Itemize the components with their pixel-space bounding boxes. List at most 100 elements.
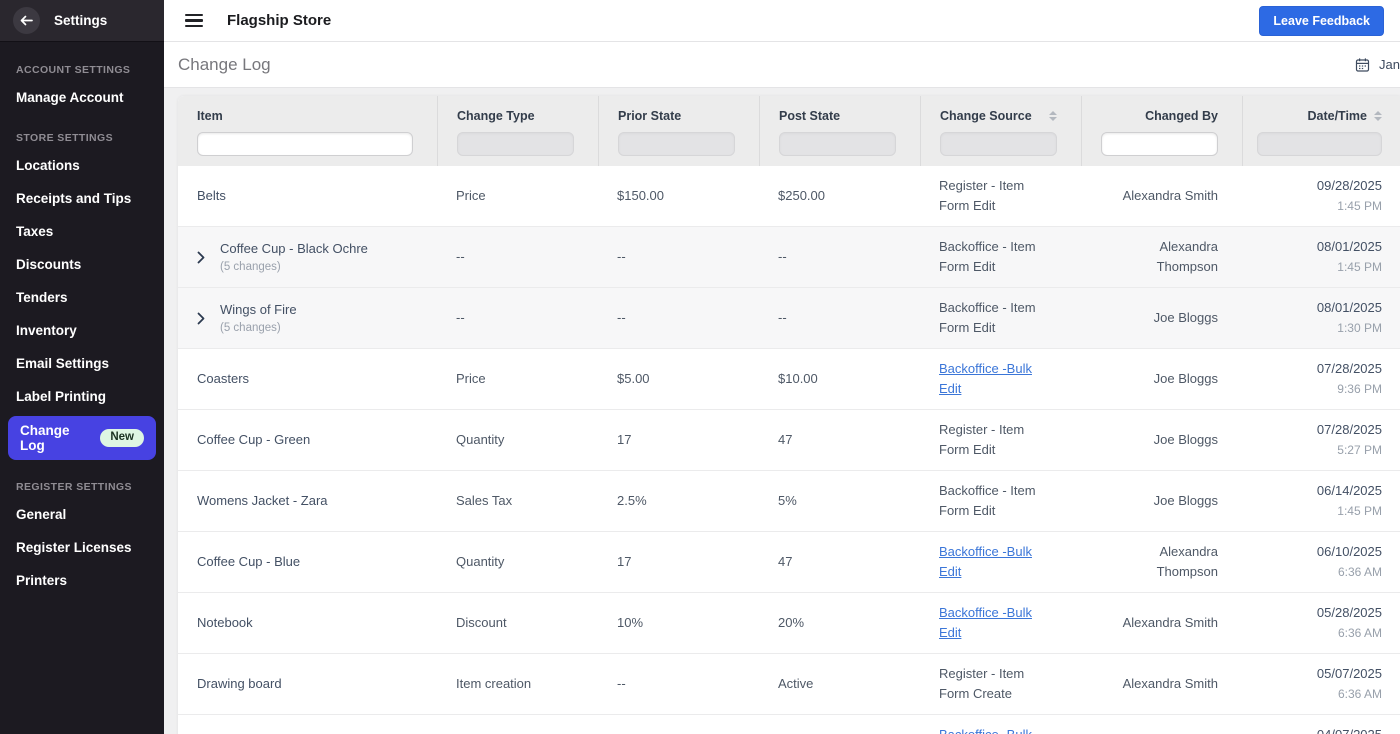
cell-item-name: Coffee Cup - Green [197, 432, 311, 447]
sidebar-item-label: Register Licenses [16, 540, 132, 555]
filter-input-date-time[interactable] [1257, 132, 1382, 156]
cell-change-source: Register - Item Form Create [939, 666, 1025, 701]
sidebar-item-label: Manage Account [16, 90, 124, 105]
sidebar-section: REGISTER SETTINGS General Register Licen… [0, 463, 164, 597]
sidebar-section-items: Locations Receipts and Tips Taxes Discou… [0, 149, 164, 460]
sidebar-item-change-log[interactable]: Change Log New [8, 416, 156, 460]
cell-prior-state: -- [617, 249, 626, 264]
sidebar-item-discounts[interactable]: Discounts [0, 248, 164, 281]
sidebar-item-label: Email Settings [16, 356, 110, 371]
cell-post-state: 5% [778, 493, 797, 508]
back-button[interactable] [13, 7, 40, 34]
cell-date-time: 05/28/2025 6:36 AM [1242, 593, 1400, 653]
table-row: Coffee Cup - Green Quantity 17 47 Regist… [178, 410, 1400, 471]
cell-time: 1:30 PM [1337, 321, 1382, 335]
sort-icon[interactable] [1374, 110, 1382, 122]
sidebar-item-register-licenses[interactable]: Register Licenses [0, 531, 164, 564]
cell-changed-by: Alexandra Smith [1122, 676, 1218, 691]
filter-input-change-source[interactable] [940, 132, 1057, 156]
arrow-left-icon [20, 15, 33, 26]
cell-date-time: 05/07/2025 6:36 AM [1242, 654, 1400, 714]
cell-prior-state: Active [598, 715, 759, 734]
new-badge: New [100, 428, 144, 448]
cell-time: 9:36 PM [1337, 382, 1382, 396]
cell-prior-state: 17 [617, 432, 632, 447]
cell-date: 06/10/2025 [1316, 544, 1382, 559]
cell-date: 08/01/2025 [1316, 300, 1382, 315]
filter-input-prior-state[interactable] [618, 132, 735, 156]
sidebar-item-label: General [16, 507, 67, 522]
cell-item-name: Coffee Cup - Black Ochre [220, 240, 368, 256]
table-row: Womens Jacket - Zara Sales Tax 2.5% 5% B… [178, 471, 1400, 532]
sidebar-item-taxes[interactable]: Taxes [0, 215, 164, 248]
cell-time: 6:36 AM [1337, 687, 1382, 701]
expand-chevron-icon[interactable] [197, 312, 205, 325]
cell-date-time: 06/10/2025 6:36 AM [1242, 532, 1400, 592]
column-header-change-type: Change Type [437, 96, 598, 166]
cell-prior-state: 17 [617, 554, 632, 569]
cell-changed-by: Alexandra Thompson [1156, 239, 1218, 274]
column-header-date-time: Date/Time [1242, 96, 1400, 166]
table-header: Item Change Type Prior State Post State … [178, 96, 1400, 166]
filter-input-item[interactable] [197, 132, 413, 156]
sort-icon[interactable] [1049, 110, 1057, 122]
sidebar-item-email-settings[interactable]: Email Settings [0, 347, 164, 380]
cell-prior-state: -- [617, 310, 626, 325]
cell-change-source: Register - Item Form Edit [939, 422, 1025, 457]
column-label: Change Type [457, 109, 535, 123]
column-label: Post State [779, 109, 841, 123]
topbar: Flagship Store Leave Feedback [164, 0, 1400, 42]
cell-item-name: Wings of Fire [220, 301, 297, 317]
cell-change-type: Sales Tax [456, 493, 513, 508]
cell-date: 08/01/2025 [1316, 239, 1382, 254]
sidebar-item-receipts-and-tips[interactable]: Receipts and Tips [0, 182, 164, 215]
table-row[interactable]: Wings of Fire (5 changes) -- -- -- Backo… [178, 288, 1400, 349]
sidebar-item-label: Tenders [16, 290, 68, 305]
table-row: Coasters Price $5.00 $10.00 Backoffice -… [178, 349, 1400, 410]
cell-date: 05/07/2025 [1316, 666, 1382, 681]
cell-prior-state: $5.00 [617, 371, 650, 386]
sidebar-item-printers[interactable]: Printers [0, 564, 164, 597]
cell-change-source-link[interactable]: Backoffice -Bulk Delete [939, 725, 1057, 734]
filter-input-change-type[interactable] [457, 132, 574, 156]
hamburger-menu-icon[interactable] [185, 13, 203, 28]
sidebar-item-locations[interactable]: Locations [0, 149, 164, 182]
sidebar-section-items: Manage Account [0, 81, 164, 114]
cell-time: 1:45 PM [1337, 260, 1382, 274]
cell-post-state: -- [778, 310, 787, 325]
sidebar-item-label: Change Log [20, 423, 70, 453]
sidebar-item-label-printing[interactable]: Label Printing [0, 380, 164, 413]
sidebar-item-manage-account[interactable]: Manage Account [0, 81, 164, 114]
column-header-prior-state: Prior State [598, 96, 759, 166]
cell-time: 6:36 AM [1337, 626, 1382, 640]
table-row: Hobbit collection Item Deletion Active -… [178, 715, 1400, 734]
sidebar-item-tenders[interactable]: Tenders [0, 281, 164, 314]
expand-chevron-icon[interactable] [197, 251, 205, 264]
sidebar-section-label: STORE SETTINGS [16, 132, 114, 144]
table-row: Belts Price $150.00 $250.00 Register - I… [178, 166, 1400, 227]
table-row: Notebook Discount 10% 20% Backoffice -Bu… [178, 593, 1400, 654]
sidebar-section-label: ACCOUNT SETTINGS [16, 64, 131, 76]
column-label: Date/Time [1307, 109, 1367, 123]
leave-feedback-button[interactable]: Leave Feedback [1259, 5, 1384, 36]
cell-prior-state: 2.5% [617, 493, 647, 508]
cell-change-source-link[interactable]: Backoffice -Bulk Edit [939, 544, 1032, 579]
calendar-icon [1355, 57, 1370, 72]
table-row: Drawing board Item creation -- Active Re… [178, 654, 1400, 715]
cell-item-changes-count: (5 changes) [220, 260, 281, 273]
cell-date-time: 06/14/2025 1:45 PM [1242, 471, 1400, 531]
date-range-picker[interactable]: Jan [1355, 57, 1400, 73]
cell-changed-by: Joe Bloggs [1153, 310, 1218, 325]
cell-change-source-link[interactable]: Backoffice -Bulk Edit [939, 361, 1032, 396]
cell-changed-by: Alexandra Smith [1122, 615, 1218, 630]
sidebar-item-general[interactable]: General [0, 498, 164, 531]
filter-input-post-state[interactable] [779, 132, 896, 156]
sidebar-header: Settings [0, 0, 164, 42]
sidebar-section-label: REGISTER SETTINGS [16, 481, 132, 493]
sidebar-title: Settings [54, 13, 108, 28]
cell-change-type: Quantity [456, 554, 505, 569]
table-row[interactable]: Coffee Cup - Black Ochre (5 changes) -- … [178, 227, 1400, 288]
filter-input-changed-by[interactable] [1101, 132, 1218, 156]
cell-change-source-link[interactable]: Backoffice -Bulk Edit [939, 605, 1032, 640]
sidebar-item-inventory[interactable]: Inventory [0, 314, 164, 347]
